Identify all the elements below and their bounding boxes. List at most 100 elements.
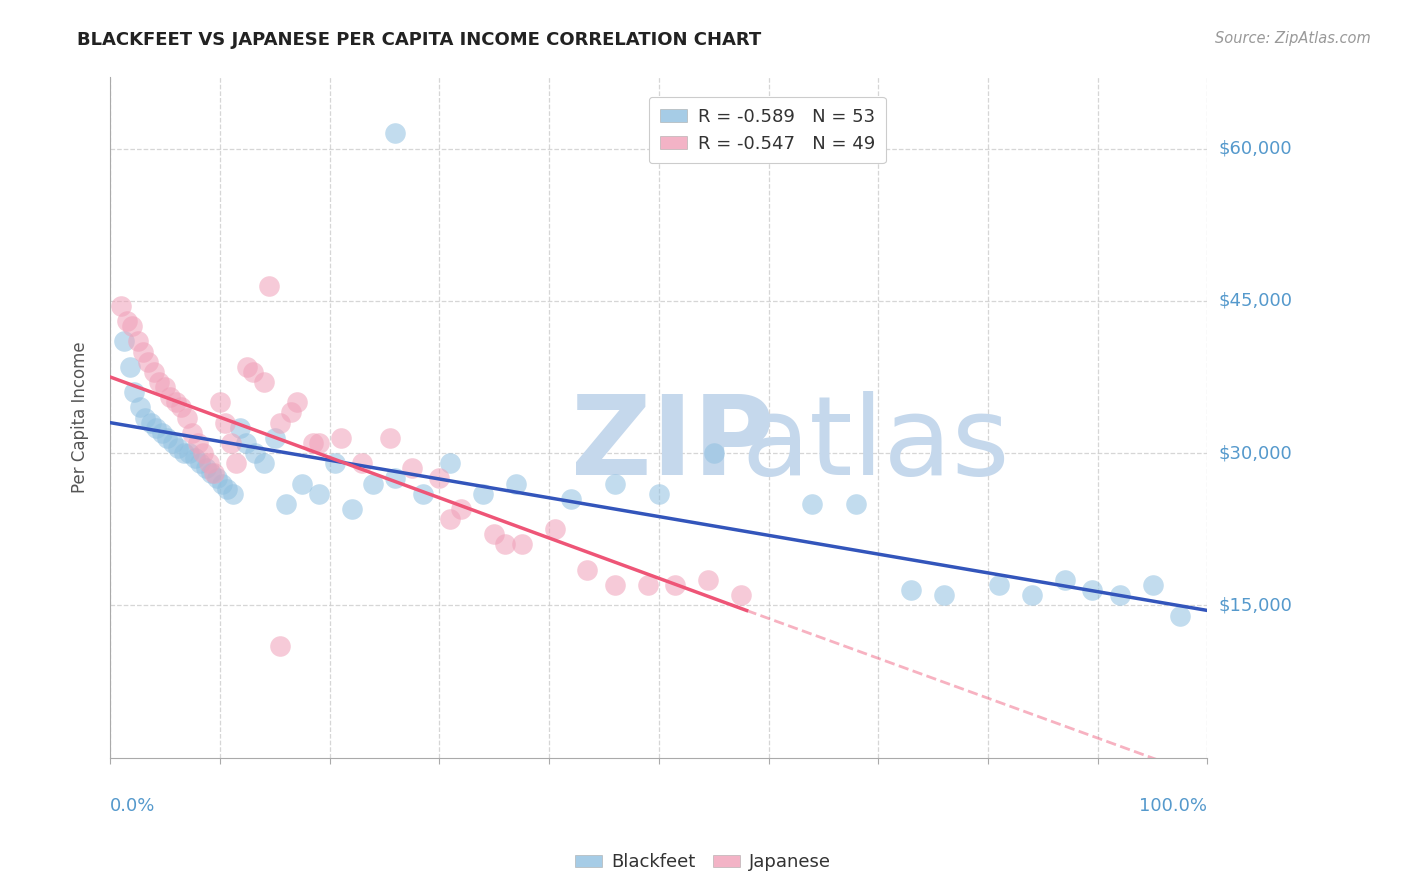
Point bbox=[208, 395, 231, 409]
Point bbox=[193, 446, 215, 460]
Text: $30,000: $30,000 bbox=[1219, 444, 1292, 462]
Point bbox=[170, 401, 193, 415]
Point bbox=[648, 486, 671, 500]
Point bbox=[384, 126, 406, 140]
Point bbox=[235, 436, 257, 450]
Point bbox=[188, 456, 211, 470]
Point bbox=[159, 390, 181, 404]
Point bbox=[637, 578, 659, 592]
Point bbox=[253, 456, 276, 470]
Point bbox=[181, 425, 204, 440]
Point bbox=[173, 446, 195, 460]
Point bbox=[112, 334, 135, 349]
Point bbox=[198, 456, 221, 470]
Point bbox=[384, 471, 406, 485]
Point bbox=[132, 344, 155, 359]
Point bbox=[115, 314, 138, 328]
Text: $60,000: $60,000 bbox=[1219, 139, 1292, 158]
Point bbox=[138, 355, 160, 369]
Point bbox=[156, 431, 179, 445]
Point bbox=[308, 486, 330, 500]
Point bbox=[560, 491, 582, 506]
Point bbox=[165, 395, 187, 409]
Point bbox=[308, 436, 330, 450]
Point bbox=[269, 416, 291, 430]
Point bbox=[932, 588, 955, 602]
Point bbox=[730, 588, 752, 602]
Point bbox=[494, 537, 516, 551]
Point bbox=[145, 420, 167, 434]
Point bbox=[1108, 588, 1130, 602]
Point bbox=[363, 476, 385, 491]
Point bbox=[176, 410, 198, 425]
Point bbox=[194, 461, 217, 475]
Point bbox=[1168, 608, 1191, 623]
Point bbox=[214, 416, 236, 430]
Point bbox=[211, 476, 233, 491]
Point bbox=[378, 431, 401, 445]
Point bbox=[127, 334, 149, 349]
Point bbox=[427, 471, 450, 485]
Point bbox=[801, 497, 824, 511]
Point bbox=[845, 497, 868, 511]
Text: Source: ZipAtlas.com: Source: ZipAtlas.com bbox=[1215, 31, 1371, 46]
Text: 0.0%: 0.0% bbox=[110, 797, 156, 814]
Point bbox=[505, 476, 527, 491]
Text: ZIP: ZIP bbox=[571, 392, 775, 499]
Point bbox=[143, 365, 166, 379]
Point bbox=[150, 425, 173, 440]
Point bbox=[128, 401, 150, 415]
Point bbox=[225, 456, 247, 470]
Point bbox=[988, 578, 1011, 592]
Point bbox=[439, 512, 461, 526]
Point bbox=[439, 456, 461, 470]
Point bbox=[222, 486, 245, 500]
Point bbox=[253, 375, 276, 389]
Point bbox=[323, 456, 346, 470]
Point bbox=[1142, 578, 1164, 592]
Point bbox=[510, 537, 533, 551]
Point bbox=[543, 522, 565, 536]
Point bbox=[450, 502, 472, 516]
Point bbox=[274, 497, 297, 511]
Point bbox=[1081, 583, 1104, 598]
Point bbox=[217, 482, 239, 496]
Point bbox=[269, 639, 291, 653]
Point bbox=[401, 461, 423, 475]
Text: $45,000: $45,000 bbox=[1219, 292, 1292, 310]
Point bbox=[703, 446, 725, 460]
Point bbox=[576, 563, 599, 577]
Point bbox=[302, 436, 325, 450]
Point bbox=[257, 278, 280, 293]
Y-axis label: Per Capita Income: Per Capita Income bbox=[72, 342, 89, 493]
Point bbox=[200, 467, 222, 481]
Point bbox=[148, 375, 170, 389]
Point bbox=[482, 527, 505, 541]
Point bbox=[121, 319, 143, 334]
Point bbox=[153, 380, 176, 394]
Text: atlas: atlas bbox=[741, 392, 1010, 499]
Point bbox=[900, 583, 922, 598]
Point bbox=[139, 416, 162, 430]
Point bbox=[118, 359, 141, 374]
Point bbox=[134, 410, 156, 425]
Point bbox=[228, 420, 250, 434]
Point bbox=[285, 395, 308, 409]
Point bbox=[167, 441, 190, 455]
Point bbox=[263, 431, 285, 445]
Point bbox=[412, 486, 434, 500]
Point bbox=[291, 476, 314, 491]
Point bbox=[697, 573, 720, 587]
Point bbox=[219, 436, 242, 450]
Point bbox=[183, 451, 205, 466]
Legend: Blackfeet, Japanese: Blackfeet, Japanese bbox=[568, 847, 838, 879]
Point bbox=[177, 446, 200, 460]
Point bbox=[1021, 588, 1043, 602]
Point bbox=[472, 486, 495, 500]
Text: BLACKFEET VS JAPANESE PER CAPITA INCOME CORRELATION CHART: BLACKFEET VS JAPANESE PER CAPITA INCOME … bbox=[77, 31, 762, 49]
Point bbox=[664, 578, 686, 592]
Point bbox=[340, 502, 363, 516]
Point bbox=[202, 467, 225, 481]
Text: $15,000: $15,000 bbox=[1219, 597, 1292, 615]
Point bbox=[352, 456, 374, 470]
